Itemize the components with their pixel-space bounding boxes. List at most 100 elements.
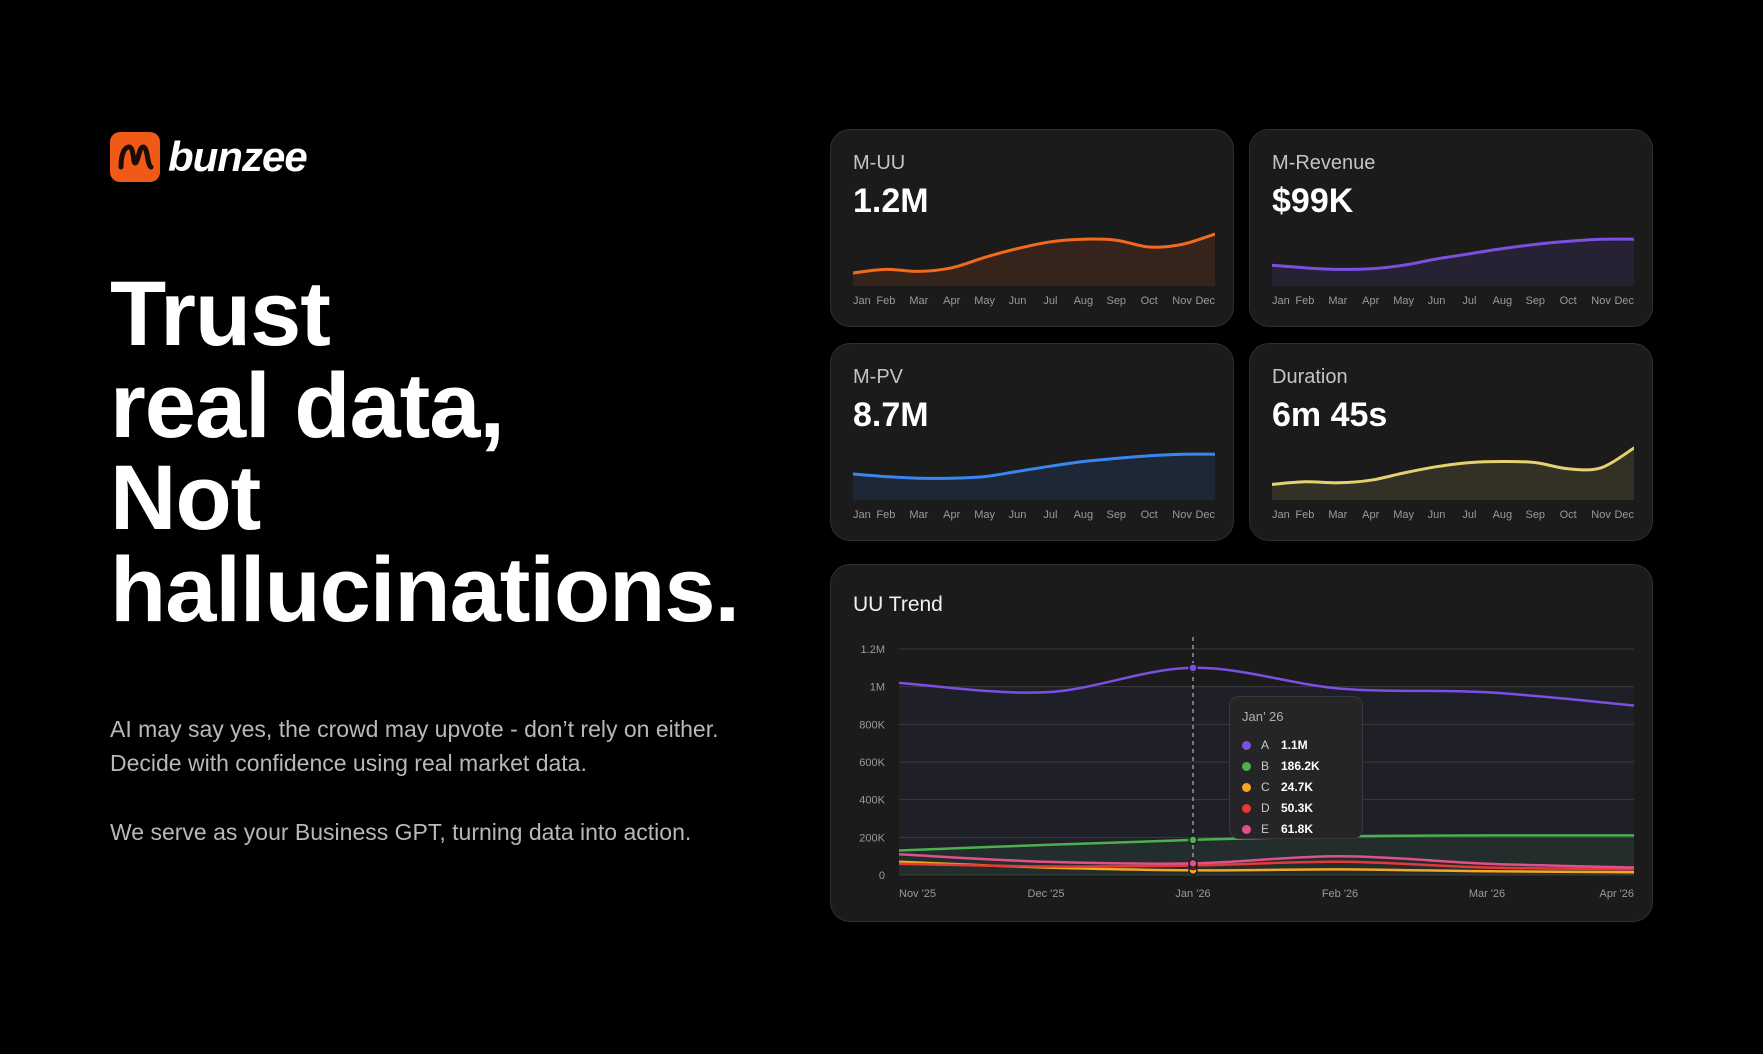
month-tick-label: Jan — [1272, 295, 1290, 307]
sparkline-line — [853, 232, 1215, 275]
chart-tooltip: Jan’ 26 A 1.1M B 186.2K C 24.7K D 50.3K … — [1229, 696, 1363, 839]
month-tick-label: Aug — [1073, 509, 1094, 521]
tooltip-row-c: C 24.7K — [1242, 778, 1313, 796]
month-axis: Jan Feb Mar Apr May Jun Jul Aug Sep Oct Nov Dec — [853, 295, 1215, 311]
x-tick-label: Apr '26 — [1599, 888, 1634, 900]
headline-line-2: real data, — [110, 355, 505, 457]
y-tick-label: 800K — [859, 719, 885, 731]
month-tick-label: Nov — [1172, 295, 1192, 307]
tooltip-key: C — [1261, 780, 1270, 794]
tooltip-value: 186.2K — [1281, 759, 1320, 773]
month-tick-label: Dec — [1195, 295, 1215, 307]
hero-paragraph-2: We serve as your Business GPT, turning d… — [110, 819, 692, 845]
x-tick-label: Feb '26 — [1322, 888, 1358, 900]
hover-point-b — [1188, 835, 1198, 845]
month-tick-label: Feb — [876, 509, 896, 521]
month-tick-label: May — [974, 295, 996, 307]
tooltip-key: A — [1261, 738, 1270, 752]
month-tick-label: Jun — [1427, 295, 1446, 307]
tooltip-title: Jan’ 26 — [1242, 709, 1284, 724]
x-tick-label: Dec '25 — [1028, 888, 1065, 900]
month-tick-label: Dec — [1614, 295, 1634, 307]
month-tick-label: Jan — [1272, 509, 1290, 521]
month-tick-label: Oct — [1559, 509, 1577, 521]
month-tick-label: Mar — [1328, 295, 1348, 307]
month-axis: Jan Feb Mar Apr May Jun Jul Aug Sep Oct Nov Dec — [1272, 509, 1634, 525]
month-tick-label: Feb — [1295, 509, 1315, 521]
tooltip-key: D — [1261, 801, 1270, 815]
month-tick-label: Apr — [943, 509, 961, 521]
month-tick-label: Jan — [853, 509, 871, 521]
month-tick-label: Mar — [909, 509, 929, 521]
series-d-dot-icon — [1242, 803, 1251, 813]
month-tick-label: Jul — [1462, 295, 1477, 307]
sparkline-chart — [1272, 237, 1634, 286]
bunzee-logo-icon — [110, 132, 160, 182]
hover-point-a — [1188, 663, 1198, 673]
uu-trend-card: 1.2M 1M 800K 600K 400K 200K 0 Nov '25 Dec '25 Jan… — [830, 564, 1653, 922]
month-tick-label: Aug — [1073, 295, 1094, 307]
month-tick-label: Jun — [1427, 509, 1446, 521]
month-tick-label: May — [1393, 509, 1415, 521]
x-tick-label: Nov '25 — [899, 888, 936, 900]
tooltip-value: 50.3K — [1281, 801, 1314, 815]
metric-card-duration[interactable]: Duration 6m 45s Jan Feb Mar Apr May Jun Jul Aug… — [1249, 343, 1653, 541]
x-tick-label: Jan '26 — [1175, 888, 1210, 900]
tooltip-key: E — [1261, 822, 1270, 836]
month-tick-label: Oct — [1559, 295, 1577, 307]
tooltip-row-e: E 61.8K — [1242, 820, 1313, 838]
sparkline-line — [1272, 446, 1634, 486]
sparkline-line — [853, 452, 1215, 480]
brand-name: bunzee — [168, 133, 308, 180]
month-tick-label: Sep — [1106, 509, 1127, 521]
month-axis: Jan Feb Mar Apr May Jun Jul Aug Sep Oct Nov Dec — [853, 509, 1215, 525]
month-tick-label: Jun — [1008, 295, 1027, 307]
hero-headline: Trust real data, Not hallucinations. — [110, 268, 740, 636]
y-tick-label: 1M — [870, 682, 885, 694]
metric-value: $99K — [1272, 182, 1354, 220]
metric-card-m-pv[interactable]: M-PV 8.7M Jan Feb Mar Apr May Jun Jul Aug Sep Oct… — [830, 343, 1234, 541]
metric-value: 6m 45s — [1272, 396, 1388, 434]
y-tick-label: 1.2M — [861, 644, 885, 656]
month-tick-label: Mar — [909, 295, 929, 307]
series-line-d[interactable] — [898, 860, 1635, 871]
series-c-dot-icon — [1242, 782, 1251, 792]
series-a-dot-icon — [1242, 740, 1251, 750]
month-tick-label: Nov — [1591, 295, 1611, 307]
month-tick-label: May — [1393, 295, 1415, 307]
month-tick-label: Nov — [1591, 509, 1611, 521]
series-line-a[interactable] — [898, 666, 1635, 707]
series-line-e[interactable] — [898, 853, 1635, 869]
y-tick-label: 200K — [859, 832, 885, 844]
uu-trend-title: UU Trend — [853, 593, 943, 616]
metric-label: M-PV — [853, 366, 903, 388]
tooltip-key: B — [1261, 759, 1270, 773]
headline-line-3: Not — [110, 447, 261, 549]
y-tick-label: 600K — [859, 757, 885, 769]
month-axis: Jan Feb Mar Apr May Jun Jul Aug Sep Oct Nov Dec — [1272, 295, 1634, 311]
tooltip-row-d: D 50.3K — [1242, 799, 1313, 817]
tooltip-value: 1.1M — [1281, 738, 1308, 752]
month-tick-label: Oct — [1140, 509, 1158, 521]
sparkline-area — [853, 454, 1215, 500]
y-tick-label: 0 — [879, 870, 885, 882]
month-tick-label: Nov — [1172, 509, 1192, 521]
metric-card-m-revenue[interactable]: M-Revenue $99K Jan Feb Mar Apr May Jun Jul Aug S… — [1249, 129, 1653, 327]
month-tick-label: Apr — [1362, 509, 1380, 521]
month-tick-label: Apr — [1362, 295, 1380, 307]
sparkline-line — [1272, 237, 1634, 271]
month-tick-label: Oct — [1140, 295, 1158, 307]
month-tick-label: Aug — [1492, 295, 1513, 307]
hover-point-e — [1188, 858, 1198, 869]
sparkline-area — [853, 234, 1215, 286]
month-tick-label: Sep — [1525, 509, 1546, 521]
series-b-dot-icon — [1242, 761, 1251, 771]
sparkline-area — [1272, 239, 1634, 286]
metric-value: 8.7M — [853, 396, 929, 434]
month-tick-label: Dec — [1614, 509, 1634, 521]
month-tick-label: Sep — [1525, 295, 1546, 307]
metric-card-m-uu[interactable]: M-UU 1.2M Jan Feb Mar Apr May Jun Jul Aug Sep Oct… — [830, 129, 1234, 327]
sparkline-chart — [853, 232, 1215, 286]
brand-logo[interactable]: bunzee — [110, 132, 308, 182]
month-tick-label: Dec — [1195, 509, 1215, 521]
